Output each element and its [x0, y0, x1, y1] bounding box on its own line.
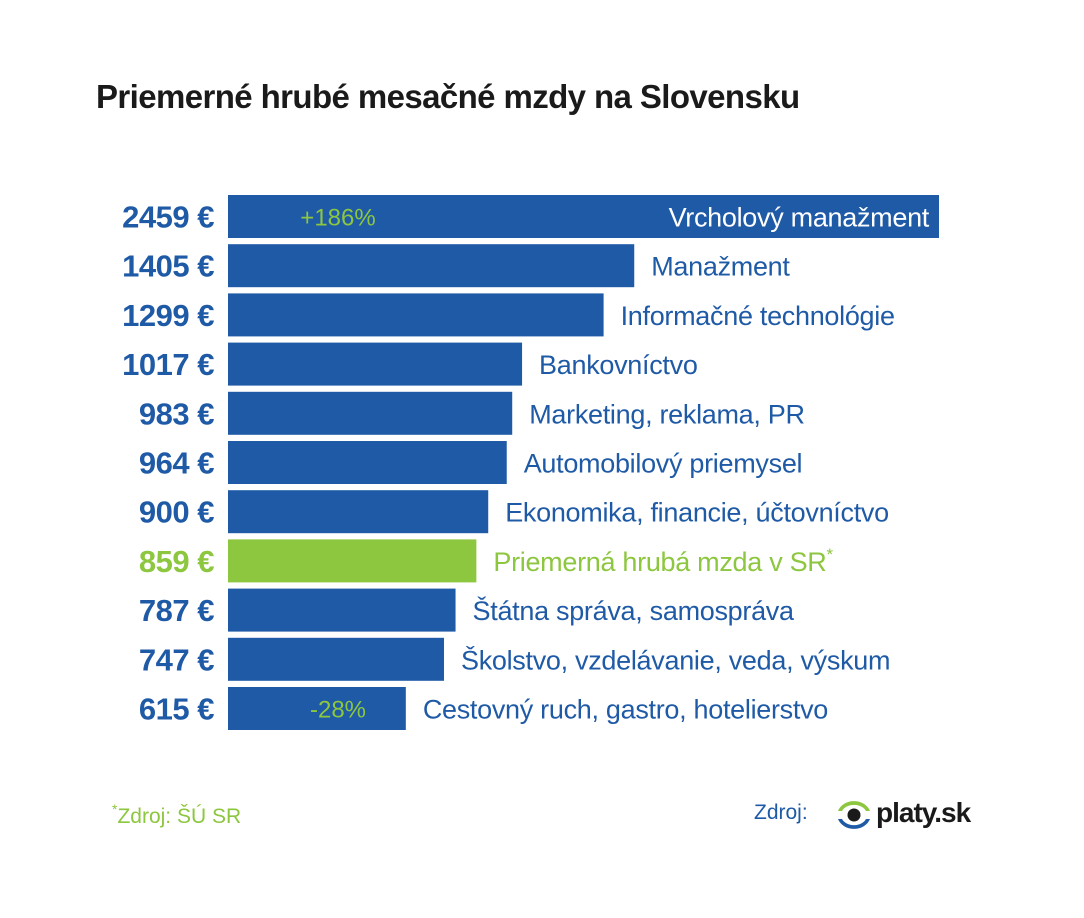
bar [228, 391, 513, 435]
percent-annotation: +186% [300, 205, 375, 232]
bar [228, 195, 939, 238]
bar [228, 342, 523, 386]
footnote-marker: * [827, 545, 834, 564]
platy-sk-logo: platy.sk [836, 794, 976, 836]
value-label: 900 € [139, 495, 214, 530]
category-label: Štátna správa, samospráva [473, 595, 795, 626]
category-label: Marketing, reklama, PR [529, 399, 805, 429]
category-label: Automobilový priemysel [524, 449, 803, 479]
category-label: Ekonomika, financie, účtovníctvo [505, 498, 889, 528]
value-label: 615 € [139, 692, 214, 727]
bar [228, 244, 635, 288]
value-label: 2459 € [122, 200, 214, 235]
value-label: 964 € [139, 446, 214, 481]
category-label: Informačné technológie [621, 301, 895, 331]
value-label: 747 € [139, 642, 214, 677]
bar [228, 293, 604, 337]
bar [228, 490, 489, 534]
category-label: Manažment [651, 252, 790, 282]
footnote-source: *Zdroj: ŠÚ SR [112, 801, 241, 829]
value-label: 1405 € [122, 249, 214, 284]
footnote-asterisk: * [112, 801, 118, 817]
category-label: Školstvo, vzdelávanie, veda, výskum [461, 644, 890, 675]
bar [228, 588, 456, 632]
value-label: 859 € [139, 544, 214, 579]
percent-annotation: -28% [310, 697, 366, 724]
eye-icon [838, 801, 870, 829]
footnote-source-text: Zdroj: ŠÚ SR [117, 805, 242, 828]
source-label: Zdroj: [754, 801, 808, 824]
chart-title: Priemerné hrubé mesačné mzdy na Slovensk… [96, 78, 800, 115]
category-label: Bankovníctvo [539, 350, 698, 380]
value-label: 1299 € [122, 298, 214, 333]
bar [228, 441, 507, 484]
bar [228, 687, 406, 730]
value-label: 787 € [139, 593, 214, 628]
category-label: Cestovný ruch, gastro, hotelierstvo [423, 695, 828, 725]
category-label: Vrcholový manažment [669, 203, 930, 233]
value-label: 1017 € [122, 347, 214, 382]
category-label: Priemerná hrubá mzda v SR* [493, 545, 833, 577]
bar [228, 637, 444, 681]
bar [228, 539, 477, 583]
value-label: 983 € [139, 396, 214, 431]
logo-text: platy.sk [876, 797, 971, 828]
